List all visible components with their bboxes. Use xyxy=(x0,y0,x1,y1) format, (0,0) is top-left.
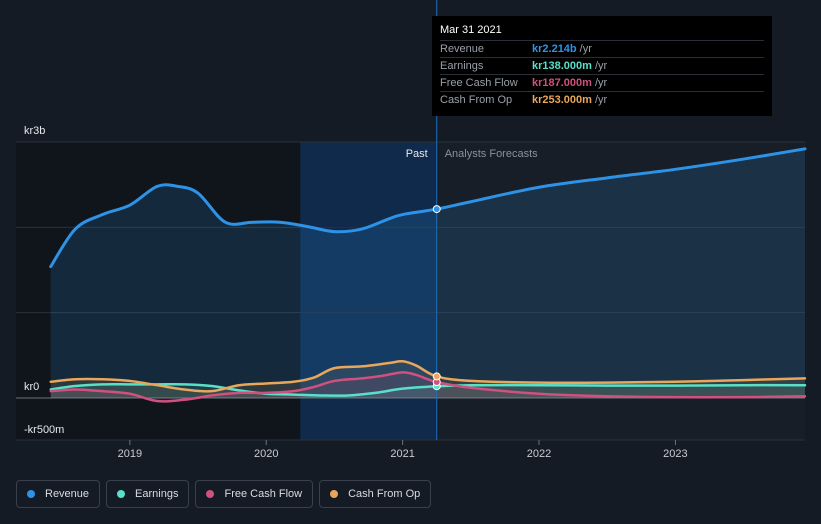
highlight-band xyxy=(300,142,437,440)
past-label: Past xyxy=(406,148,428,160)
series-lines xyxy=(49,147,807,403)
tooltip-row-free-cash-flow: Free Cash Flow kr187.000m /yr xyxy=(440,74,764,91)
cash-from-op-dot-icon xyxy=(330,490,339,498)
free-cash-flow-dot-icon xyxy=(206,490,215,498)
legend-item-free-cash-flow[interactable]: Free Cash Flow xyxy=(195,480,314,508)
tooltip-unit: /yr xyxy=(579,43,592,55)
legend-label: Earnings xyxy=(135,488,179,500)
hover-markers xyxy=(432,205,441,391)
tooltip-unit: /yr xyxy=(594,77,608,89)
earnings-area xyxy=(50,384,806,398)
x-tick-label: 2022 xyxy=(527,448,551,460)
forecast-label: Analysts Forecasts xyxy=(445,148,538,160)
revenue-line xyxy=(49,147,807,269)
tooltip-row-cash-from-op: Cash From Op kr253.000m /yr xyxy=(440,91,764,108)
tooltip-label: Free Cash Flow xyxy=(440,77,518,89)
earnings-dot-icon xyxy=(117,490,126,498)
chart-area: Past Analysts Forecasts kr3b kr0 -kr500m 2… xyxy=(16,0,807,460)
revenue-area xyxy=(50,148,806,398)
legend-item-cash-from-op[interactable]: Cash From Op xyxy=(319,480,432,508)
tooltip: Mar 31 2021 Revenue kr2.214b /yr Earning… xyxy=(432,16,772,116)
tooltip-unit: /yr xyxy=(594,94,608,106)
x-axis: 2019 2020 2021 2022 2023 xyxy=(118,440,688,460)
x-tick-label: 2023 xyxy=(663,448,687,460)
legend-label: Cash From Op xyxy=(348,488,421,500)
tooltip-value: kr138.000m xyxy=(532,60,592,72)
y-tick-label: -kr500m xyxy=(24,424,64,436)
tooltip-label: Cash From Op xyxy=(440,94,513,106)
legend-item-revenue[interactable]: Revenue xyxy=(16,480,101,508)
tooltip-value: kr253.000m xyxy=(532,94,592,106)
tooltip-label: Revenue xyxy=(440,43,485,55)
legend-item-earnings[interactable]: Earnings xyxy=(106,480,190,508)
x-tick-label: 2021 xyxy=(390,448,414,460)
tooltip-row-earnings: Earnings kr138.000m /yr xyxy=(440,57,764,74)
y-tick-label: kr0 xyxy=(24,381,39,393)
x-tick-label: 2020 xyxy=(254,448,278,460)
cash-from-op-point xyxy=(432,372,441,381)
earnings-line xyxy=(49,382,807,397)
legend: Revenue Earnings Free Cash Flow Cash Fro… xyxy=(16,480,432,508)
legend-label: Free Cash Flow xyxy=(224,488,303,500)
cash-from-op-line xyxy=(49,359,807,393)
y-axis: kr3b kr0 -kr500m xyxy=(24,125,64,436)
tooltip-row-revenue: Revenue kr2.214b /yr xyxy=(440,40,764,57)
tooltip-value: kr2.214b xyxy=(532,43,577,55)
free-cash-flow-line xyxy=(49,371,807,403)
tooltip-unit: /yr xyxy=(594,60,608,72)
legend-label: Revenue xyxy=(45,488,90,500)
tooltip-label: Earnings xyxy=(440,60,484,72)
tooltip-value: kr187.000m xyxy=(532,77,592,89)
x-tick-label: 2019 xyxy=(118,448,142,460)
y-tick-label: kr3b xyxy=(24,125,45,137)
tooltip-date: Mar 31 2021 xyxy=(440,24,502,36)
revenue-dot-icon xyxy=(27,490,35,498)
revenue-point xyxy=(432,205,441,214)
